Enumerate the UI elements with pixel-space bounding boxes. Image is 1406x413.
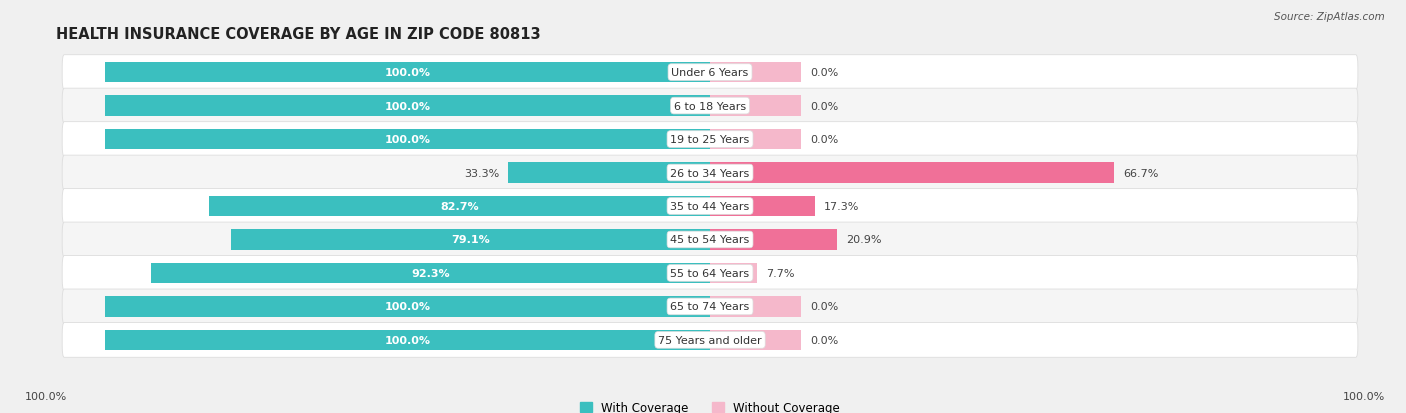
Text: 6 to 18 Years: 6 to 18 Years xyxy=(673,101,747,112)
Text: 0.0%: 0.0% xyxy=(810,101,838,112)
Text: 79.1%: 79.1% xyxy=(451,235,489,245)
FancyBboxPatch shape xyxy=(62,189,1358,224)
Text: Under 6 Years: Under 6 Years xyxy=(672,68,748,78)
FancyBboxPatch shape xyxy=(62,323,1358,357)
Text: 0.0%: 0.0% xyxy=(810,335,838,345)
Bar xyxy=(710,330,801,350)
Bar xyxy=(710,96,801,117)
Text: 75 Years and older: 75 Years and older xyxy=(658,335,762,345)
Bar xyxy=(104,63,710,83)
Bar xyxy=(152,263,710,284)
Bar xyxy=(104,129,710,150)
Text: 55 to 64 Years: 55 to 64 Years xyxy=(671,268,749,278)
Bar xyxy=(710,63,801,83)
Text: 100.0%: 100.0% xyxy=(384,335,430,345)
Text: 100.0%: 100.0% xyxy=(384,301,430,312)
Text: 17.3%: 17.3% xyxy=(824,202,859,211)
FancyBboxPatch shape xyxy=(62,156,1358,190)
Text: 7.7%: 7.7% xyxy=(766,268,794,278)
Text: HEALTH INSURANCE COVERAGE BY AGE IN ZIP CODE 80813: HEALTH INSURANCE COVERAGE BY AGE IN ZIP … xyxy=(56,26,541,41)
Text: 100.0%: 100.0% xyxy=(1343,391,1385,401)
Text: 0.0%: 0.0% xyxy=(810,68,838,78)
FancyBboxPatch shape xyxy=(62,290,1358,324)
FancyBboxPatch shape xyxy=(62,89,1358,123)
Text: 19 to 25 Years: 19 to 25 Years xyxy=(671,135,749,145)
Text: 33.3%: 33.3% xyxy=(464,168,499,178)
Bar xyxy=(710,129,801,150)
Bar xyxy=(710,230,837,250)
Bar xyxy=(104,296,710,317)
Text: Source: ZipAtlas.com: Source: ZipAtlas.com xyxy=(1274,12,1385,22)
Bar xyxy=(209,196,710,217)
Text: 0.0%: 0.0% xyxy=(810,301,838,312)
Text: 45 to 54 Years: 45 to 54 Years xyxy=(671,235,749,245)
FancyBboxPatch shape xyxy=(62,223,1358,257)
Text: 66.7%: 66.7% xyxy=(1123,168,1159,178)
FancyBboxPatch shape xyxy=(62,56,1358,90)
Text: 100.0%: 100.0% xyxy=(384,101,430,112)
Bar xyxy=(104,96,710,117)
Text: 65 to 74 Years: 65 to 74 Years xyxy=(671,301,749,312)
Bar xyxy=(710,163,1114,183)
Bar xyxy=(231,230,710,250)
Text: 100.0%: 100.0% xyxy=(384,135,430,145)
Bar xyxy=(104,330,710,350)
Bar xyxy=(710,296,801,317)
Text: 26 to 34 Years: 26 to 34 Years xyxy=(671,168,749,178)
Text: 100.0%: 100.0% xyxy=(25,391,67,401)
Legend: With Coverage, Without Coverage: With Coverage, Without Coverage xyxy=(579,401,841,413)
FancyBboxPatch shape xyxy=(62,256,1358,291)
Text: 20.9%: 20.9% xyxy=(845,235,882,245)
Text: 35 to 44 Years: 35 to 44 Years xyxy=(671,202,749,211)
FancyBboxPatch shape xyxy=(62,122,1358,157)
Bar xyxy=(710,196,814,217)
Text: 100.0%: 100.0% xyxy=(384,68,430,78)
Text: 0.0%: 0.0% xyxy=(810,135,838,145)
Text: 92.3%: 92.3% xyxy=(412,268,450,278)
Bar xyxy=(710,263,756,284)
Bar xyxy=(509,163,710,183)
Text: 82.7%: 82.7% xyxy=(440,202,479,211)
